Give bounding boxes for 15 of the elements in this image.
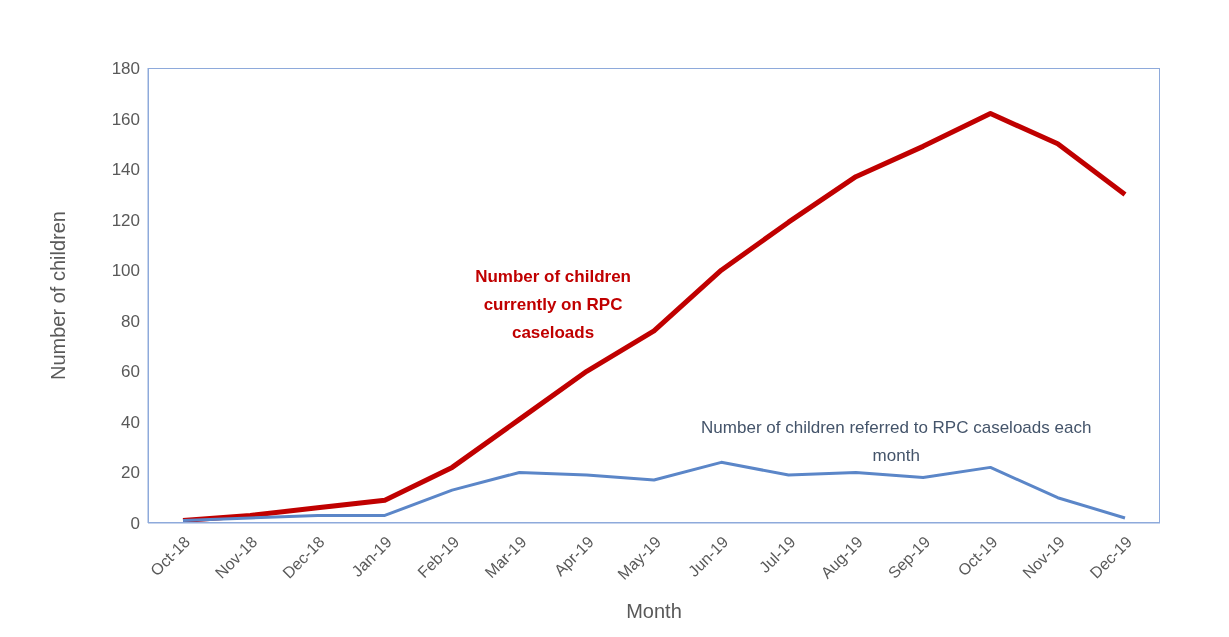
y-tick-label: 180 — [111, 59, 140, 79]
y-tick-label: 80 — [121, 311, 140, 331]
y-tick-label: 140 — [111, 160, 140, 180]
y-tick-label: 0 — [130, 514, 140, 534]
y-tick-label: 100 — [111, 261, 140, 281]
y-tick-label: 40 — [121, 412, 140, 432]
line-series — [181, 460, 1127, 522]
series-label: Number of children referred to RPC caseloads each month — [700, 417, 1093, 468]
y-tick-label: 60 — [121, 362, 140, 382]
y-tick-label: 20 — [121, 463, 140, 483]
y-tick-label: 120 — [111, 210, 140, 230]
x-axis-title: Month — [626, 600, 682, 622]
y-axis-title: Number of children — [47, 211, 70, 380]
y-tick-label: 160 — [111, 109, 140, 129]
series-label: Number of children currently on RPC caseloads — [474, 265, 632, 344]
